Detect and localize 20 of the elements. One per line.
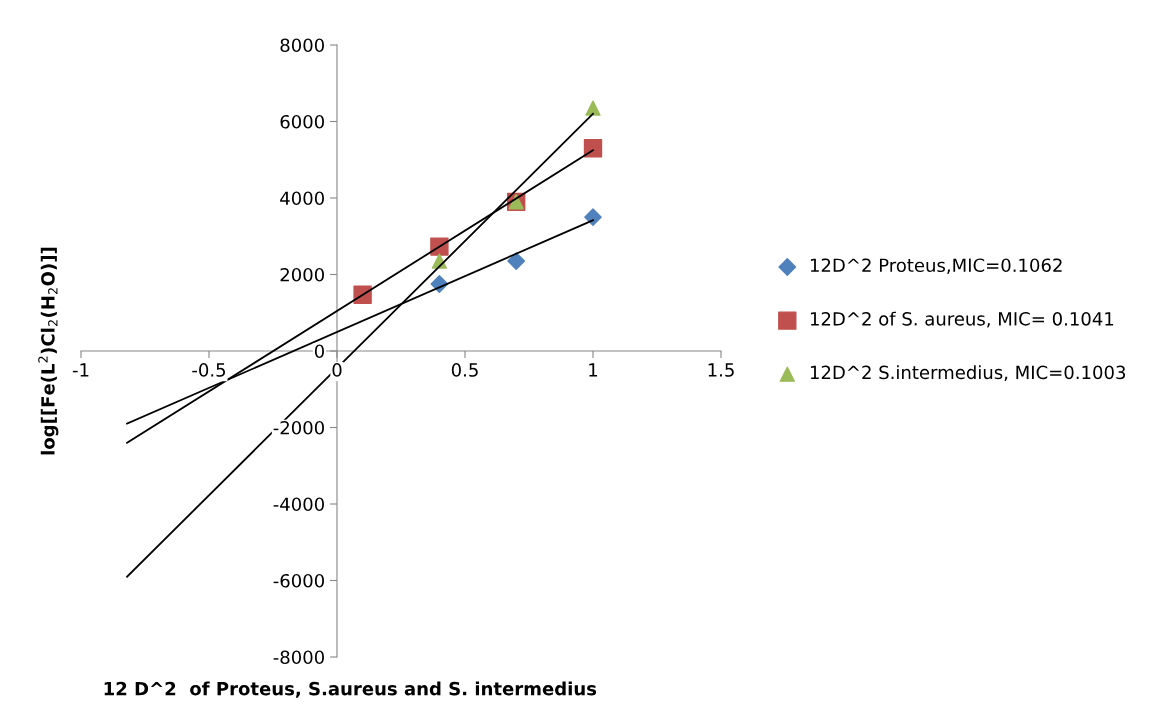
x-axis-title: 12 D^2 of Proteus, S.aureus and S. intermedius bbox=[104, 681, 597, 698]
legend-label: 12D^2 S.intermedius, MIC=0.1003 bbox=[810, 365, 1126, 382]
y-tick-label: -6000 bbox=[273, 573, 324, 588]
x-tick-label: 0.5 bbox=[451, 363, 478, 377]
y-tick-label: 6000 bbox=[280, 114, 324, 129]
legend-label: 12D^2 of S. aureus, MIC= 0.1041 bbox=[810, 311, 1114, 328]
x-tick-label: -1 bbox=[72, 363, 89, 377]
y-tick-label: 4000 bbox=[280, 191, 324, 206]
y-tick-label: 2000 bbox=[280, 267, 324, 282]
y-tick-label: -8000 bbox=[273, 650, 324, 665]
x-tick-label: 0 bbox=[332, 363, 342, 377]
x-tick-label: 1.5 bbox=[708, 363, 734, 377]
x-tick-label: -0.5 bbox=[192, 363, 226, 377]
y-axis-title: log[[Fe(L$^{2}$)Cl$_{2}$(H$_{2}$O)]] bbox=[38, 247, 59, 455]
x-tick-label: 1 bbox=[589, 363, 598, 377]
y-tick-label: 0 bbox=[314, 344, 324, 359]
y-tick-label: -2000 bbox=[273, 420, 324, 435]
y-tick-label: -4000 bbox=[273, 497, 324, 512]
legend-label: 12D^2 Proteus,MIC=0.1062 bbox=[810, 258, 1062, 274]
y-tick-label: 8000 bbox=[280, 38, 324, 53]
